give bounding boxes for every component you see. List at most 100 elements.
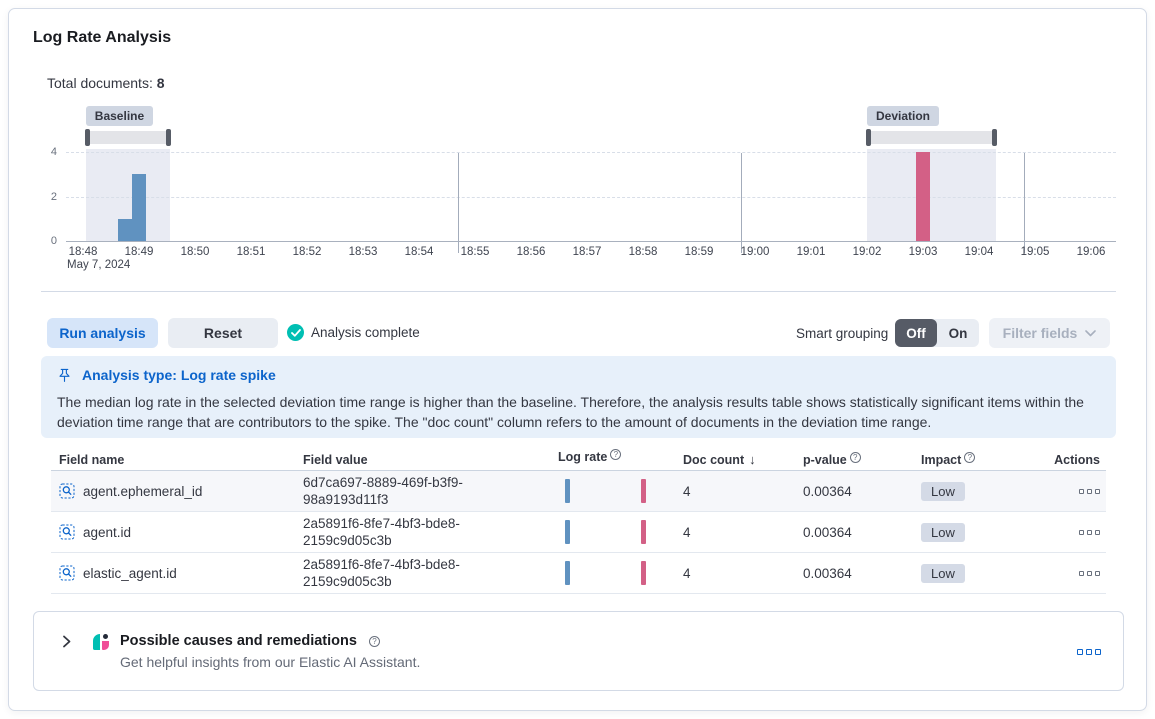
p-value-cell: 0.00364: [803, 524, 852, 540]
baseline-label-badge: Baseline: [85, 106, 154, 126]
x-axis-tick-label: 18:58: [628, 246, 658, 258]
x-axis-tick-label: 18:52: [292, 246, 322, 258]
question-circle-icon[interactable]: ?: [368, 635, 380, 647]
doc-count-cell: 4: [683, 483, 691, 499]
log-rate-sparkline: [558, 471, 683, 511]
x-gridline: [458, 153, 460, 253]
deviation-label-badge: Deviation: [867, 106, 940, 126]
baseline-bar: [132, 174, 146, 241]
x-axis-tick-label: 18:50: [180, 246, 210, 258]
section-divider: [41, 291, 1116, 292]
log-rate-histogram-chart: 0 2 4 18:48 18:49 18:50 18:51 18:52 18:53 18:54 18…: [9, 9, 1146, 299]
question-circle-icon[interactable]: ?: [964, 452, 976, 463]
log-rate-sparkline: [558, 553, 683, 593]
header-impact[interactable]: Impact?: [921, 452, 1053, 467]
deviation-brush-left-handle[interactable]: [866, 129, 871, 146]
run-analysis-button[interactable]: Run analysis: [47, 318, 158, 348]
question-circle-icon[interactable]: ?: [610, 449, 622, 460]
table-row: agent.ephemeral_id 6d7ca697-8889-469f-b3…: [51, 471, 1106, 512]
x-gridline: [741, 153, 742, 253]
analysis-results-table: Field name Field value Log rate? Doc cou…: [51, 449, 1106, 594]
x-axis-tick-label: 18:59: [684, 246, 714, 258]
header-actions: Actions: [1054, 452, 1100, 467]
smart-grouping-toggle: Off On: [895, 319, 979, 347]
smart-grouping-on-button[interactable]: On: [937, 319, 979, 347]
filter-fields-label: Filter fields: [1002, 325, 1078, 341]
possible-causes-panel: Possible causes and remediations ? Get h…: [33, 611, 1124, 691]
field-filter-icon[interactable]: [59, 524, 75, 540]
page-title: Log Rate Analysis: [33, 29, 172, 46]
deviation-window-shade: [867, 149, 996, 241]
baseline-rate-bar: [565, 520, 570, 544]
baseline-rate-bar: [565, 561, 570, 585]
x-axis-tick-label: 19:00: [740, 246, 770, 258]
analysis-status-text: Analysis complete: [311, 325, 420, 340]
x-axis-tick-label: 19:02: [852, 246, 882, 258]
x-axis-tick-label: 18:49: [124, 246, 154, 258]
y-axis-label: 0: [50, 235, 57, 247]
header-p-value[interactable]: p-value?: [803, 452, 921, 467]
panel-actions-icon[interactable]: [1077, 649, 1101, 655]
baseline-brush-right-handle[interactable]: [165, 129, 171, 146]
x-axis-line: [66, 241, 1116, 242]
x-axis-tick-label: 18:51: [236, 246, 266, 258]
header-field-value: Field value: [303, 452, 368, 467]
x-axis-tick-label: 19:04: [964, 246, 994, 258]
elastic-ai-assistant-icon: [93, 634, 109, 650]
chevron-down-icon: [1085, 329, 1097, 336]
total-documents-value: 8: [156, 75, 165, 91]
y-axis-label: 2: [50, 190, 57, 203]
callout-body: The median log rate in the selected devi…: [57, 394, 1084, 430]
total-documents: Total documents: 8: [47, 75, 165, 91]
x-axis-tick-label: 18:48: [68, 246, 98, 258]
y-axis-label: 4: [50, 146, 57, 158]
callout-title: Analysis type: Log rate spike: [82, 367, 276, 383]
x-gridline: [1023, 153, 1025, 253]
x-axis-tick-label: 18:54: [404, 246, 434, 258]
baseline-brush-left-handle[interactable]: [84, 129, 90, 146]
x-axis-tick-label: 19:03: [908, 246, 938, 258]
x-axis-tick-label: 19:06: [1076, 246, 1106, 258]
header-log-rate[interactable]: Log rate?: [558, 449, 683, 470]
p-value-cell: 0.00364: [803, 565, 852, 581]
total-documents-label: Total documents:: [47, 75, 153, 91]
x-axis-tick-label: 18:53: [348, 246, 378, 258]
field-name: agent.id: [83, 524, 132, 540]
filter-fields-button[interactable]: Filter fields: [989, 318, 1110, 348]
reset-button[interactable]: Reset: [168, 318, 278, 348]
field-value: 2a5891f6-8fe7-4bf3-bde8-2159c9d05c3b: [303, 557, 460, 589]
deviation-brush-right-handle[interactable]: [991, 129, 997, 146]
field-name: elastic_agent.id: [83, 565, 177, 581]
deviation-brush[interactable]: [866, 129, 997, 146]
row-actions-icon[interactable]: [1079, 529, 1100, 535]
row-actions-icon[interactable]: [1079, 570, 1100, 576]
sort-descending-icon: ↓: [749, 452, 756, 467]
y-gridline: [66, 152, 1116, 153]
y-gridline: [66, 196, 1116, 198]
log-rate-analysis-panel: Log Rate Analysis Total documents: 8 0 2 4…: [8, 8, 1147, 711]
field-filter-icon[interactable]: [59, 565, 75, 581]
analysis-status: Analysis complete: [287, 324, 420, 341]
header-field-name: Field name: [59, 452, 125, 467]
x-axis-tick-label: 18:55: [460, 246, 490, 258]
x-axis-date-label: May 7, 2024: [67, 259, 131, 271]
row-actions-icon[interactable]: [1079, 488, 1100, 494]
question-circle-icon[interactable]: ?: [849, 452, 861, 463]
doc-count-cell: 4: [683, 524, 691, 540]
impact-badge: Low: [921, 522, 965, 542]
field-filter-icon[interactable]: [59, 483, 75, 499]
table-row: agent.id 2a5891f6-8fe7-4bf3-bde8-2159c9d…: [51, 512, 1106, 553]
causes-panel-subtitle: Get helpful insights from our Elastic AI…: [120, 654, 421, 670]
expand-chevron-icon[interactable]: [60, 635, 73, 651]
check-circle-icon: [287, 324, 304, 341]
pin-icon: [59, 368, 70, 382]
smart-grouping-off-button[interactable]: Off: [895, 319, 937, 347]
x-axis-tick-label: 18:56: [516, 246, 546, 258]
causes-panel-text: Possible causes and remediations ? Get h…: [120, 633, 420, 670]
field-name: agent.ephemeral_id: [83, 483, 203, 499]
x-axis-tick-label: 19:05: [1020, 246, 1050, 258]
baseline-brush[interactable]: [84, 129, 171, 146]
log-rate-sparkline: [558, 512, 683, 552]
p-value-cell: 0.00364: [803, 483, 852, 499]
header-doc-count[interactable]: Doc count ↓: [683, 452, 756, 467]
